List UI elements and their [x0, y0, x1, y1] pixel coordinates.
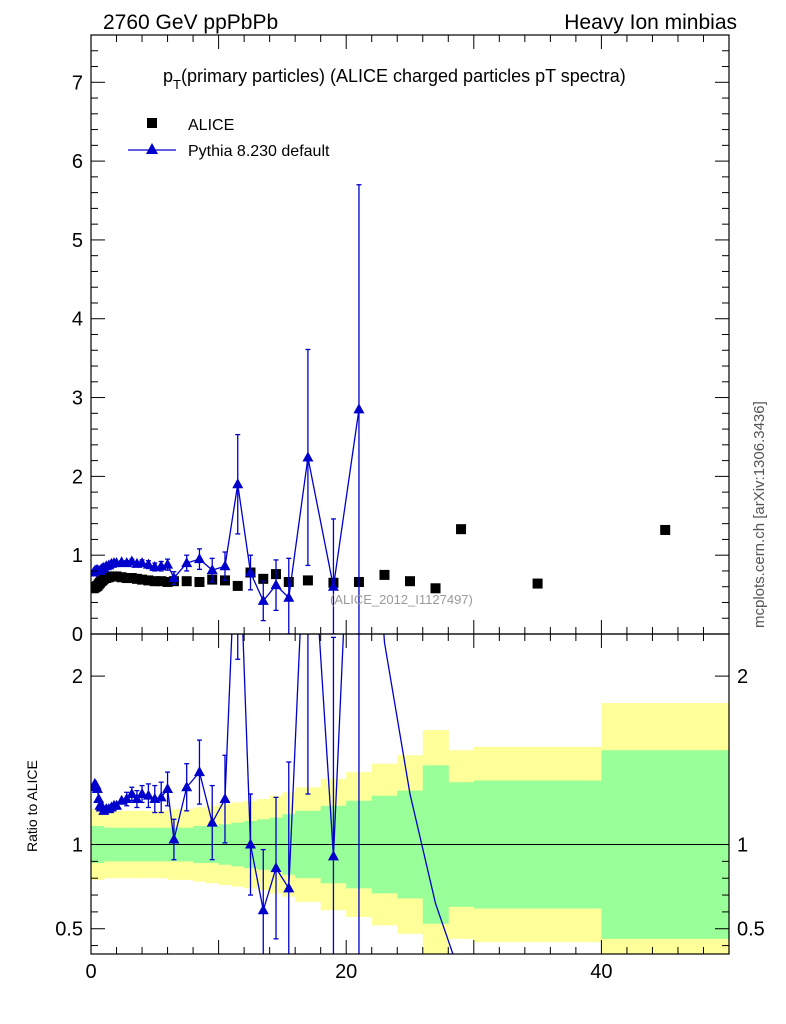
alice-point-16 — [126, 573, 137, 584]
alice-point-21 — [156, 576, 167, 587]
pythia-point-22 — [162, 558, 174, 569]
ratio-point-25 — [193, 766, 205, 777]
pythia-point-24 — [181, 557, 193, 568]
ratio-point-18 — [136, 788, 148, 798]
main-frame — [90, 34, 730, 635]
alice-point-18 — [137, 574, 148, 585]
uncertainty-bands — [91, 703, 729, 954]
ratio-point-22 — [162, 782, 174, 793]
ratio-point-29 — [245, 838, 256, 849]
header-left: 2760 GeV ppPbPb — [103, 11, 278, 34]
pythia-point-31 — [270, 579, 282, 590]
pythia-point-18 — [136, 557, 148, 568]
alice-point-13 — [111, 571, 122, 582]
main-ytick-label: 1 — [72, 545, 83, 567]
ratio-point-30 — [257, 904, 269, 915]
pythia-point-19 — [142, 558, 154, 569]
pythia-point-26 — [206, 564, 218, 575]
main-ytick-label: 4 — [72, 309, 83, 331]
ratio-point-31 — [270, 862, 282, 873]
pythia-point-27 — [219, 560, 231, 571]
legend: ALICE Pythia 8.230 default — [128, 117, 330, 160]
ratio-point-13 — [111, 799, 123, 810]
alice-point-41 — [660, 524, 671, 535]
legend-alice-label: ALICE — [188, 117, 234, 134]
main-series-layer — [91, 184, 671, 634]
side-label: mcplots.cern.ch [arXiv:1306.3436] — [751, 401, 768, 628]
ratio-ylabel: Ratio to ALICE — [24, 760, 40, 852]
ratio-xtick-label: 20 — [335, 961, 357, 983]
alice-point-39 — [456, 524, 467, 535]
main-ytick-label: 5 — [72, 230, 83, 252]
ratio-ytick-label-left: 0.5 — [55, 919, 83, 941]
alice-point-22 — [162, 576, 173, 587]
ratio-point-26 — [206, 816, 218, 827]
alice-point-40 — [532, 578, 543, 589]
header-right: Heavy Ion minbias — [564, 11, 737, 34]
ratio-point-32 — [283, 882, 295, 893]
alice-point-20 — [149, 576, 160, 587]
ratio-point-16 — [126, 788, 138, 798]
ratio-frame — [90, 633, 730, 955]
ratio-xtick-label: 0 — [85, 961, 96, 983]
alice-point-37 — [405, 576, 415, 587]
pythia-point-32 — [283, 591, 295, 602]
ratio-point-17 — [131, 793, 143, 804]
pythia-point-25 — [193, 553, 205, 564]
alice-point-15 — [121, 573, 132, 584]
alice-point-17 — [131, 573, 142, 584]
axis-ticks: 0 1 2 3 4 5 6 7 0 20 40 0.5 0.5 1 1 2 2 — [55, 34, 765, 983]
ratio-ytick-label-right: 1 — [737, 835, 748, 857]
alice-point-28 — [232, 580, 243, 591]
title-sub: T — [173, 77, 181, 92]
pythia-point-33 — [302, 451, 314, 462]
pythia-point-23 — [168, 572, 180, 583]
main-title: pT(primary particles) (ALICE charged par… — [163, 66, 626, 92]
ratio-ytick-label-right: 2 — [737, 666, 748, 688]
ratio-point-23 — [168, 833, 180, 844]
pythia-point-35 — [353, 403, 365, 414]
legend-alice-marker — [147, 118, 157, 128]
pythia-point-28 — [232, 478, 244, 489]
main-ytick-label: 6 — [72, 151, 83, 173]
alice-point-25 — [194, 576, 205, 587]
ratio-point-4 — [93, 793, 105, 804]
ratio-point-15 — [121, 793, 133, 804]
legend-pythia-marker — [146, 143, 158, 154]
ratio-ytick-label-left: 2 — [72, 666, 83, 688]
main-ytick-label: 0 — [72, 624, 83, 646]
pythia-point-34 — [327, 580, 339, 591]
ratio-series-layer — [91, 634, 454, 954]
ratio-point-19 — [142, 789, 154, 800]
ratio-ytick-label-left: 1 — [72, 835, 83, 857]
pythia-point-30 — [257, 594, 269, 605]
ratio-point-3 — [91, 782, 103, 793]
title-rest: (primary particles) (ALICE charged parti… — [181, 66, 626, 86]
ratio-point-27 — [219, 793, 231, 804]
analysis-watermark: (ALICE_2012_I1127497) — [330, 592, 473, 607]
legend-pythia-label: Pythia 8.230 default — [188, 143, 330, 160]
alice-point-30 — [258, 573, 269, 584]
alice-point-33 — [302, 575, 313, 586]
pythia-point-29 — [245, 566, 256, 577]
alice-point-19 — [143, 575, 154, 586]
main-ytick-label: 2 — [72, 466, 83, 488]
ratio-point-21 — [155, 791, 167, 802]
ratio-xtick-label: 40 — [590, 961, 612, 983]
alice-point-24 — [181, 576, 192, 587]
ratio-point-34 — [327, 850, 339, 861]
alice-point-38 — [430, 583, 441, 594]
ratio-point-24 — [181, 781, 193, 792]
alice-point-14 — [116, 572, 127, 583]
alice-point-36 — [379, 569, 390, 580]
main-ytick-label: 3 — [72, 388, 83, 410]
pythia-line — [93, 409, 360, 603]
title-main: p — [163, 66, 173, 86]
ratio-ytick-label-right: 0.5 — [737, 919, 765, 941]
main-ytick-label: 7 — [72, 72, 83, 94]
